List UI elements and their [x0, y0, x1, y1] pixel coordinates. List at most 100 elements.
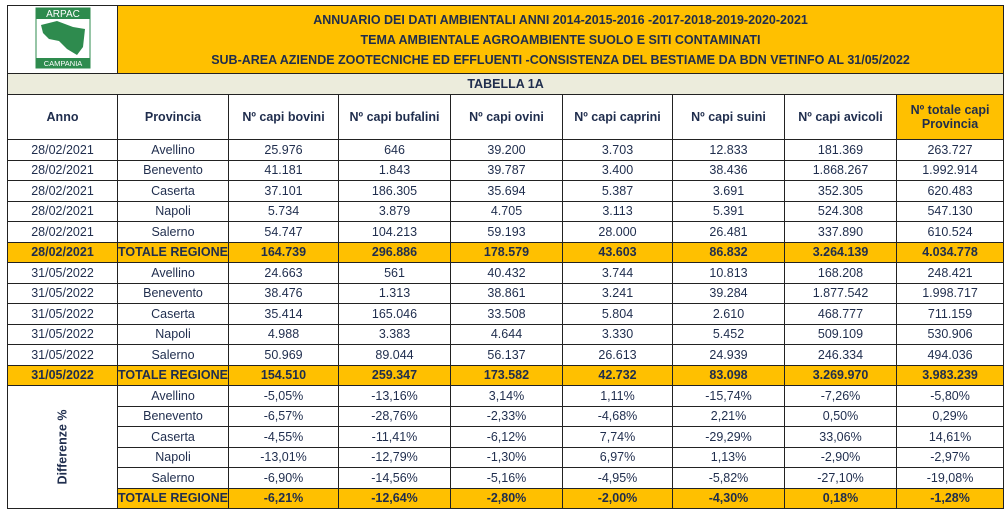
- table-cell: 296.886: [338, 241, 451, 263]
- table-cell: 164.739: [228, 241, 339, 263]
- table-cell: Salerno: [117, 344, 229, 366]
- table-cell: 89.044: [338, 344, 451, 366]
- table-cell: -5,80%: [895, 385, 1005, 407]
- table-cell: -28,76%: [338, 405, 451, 427]
- table-cell: 5.734: [228, 200, 339, 222]
- table-cell: 352.305: [784, 180, 897, 202]
- table-cell: 1.998.717: [895, 282, 1005, 304]
- table-cell: 610.524: [895, 221, 1005, 243]
- table-cell: 31/05/2022: [7, 344, 118, 366]
- table-cell: 263.727: [895, 139, 1005, 161]
- table-row: 28/02/2021 TOTALE REGIONE 164.739 296.886 17…: [7, 241, 1005, 263]
- table-cell: -13,16%: [338, 385, 451, 407]
- table-cell: 41.181: [228, 159, 339, 181]
- table-cell: -1,28%: [895, 487, 1005, 509]
- table-cell: 154.510: [228, 364, 339, 386]
- table-cell: Avellino: [117, 385, 229, 407]
- diff-label: Differenze %: [55, 409, 70, 485]
- table-cell: 1.843: [338, 159, 451, 181]
- table-cell: 12.833: [672, 139, 785, 161]
- column-header: Nº capi suini: [672, 94, 785, 140]
- arpac-logo: ARPAC CAMPANIA: [7, 5, 118, 74]
- table-cell: -6,90%: [228, 467, 339, 489]
- table-cell: 33.508: [450, 303, 563, 325]
- table-cell: Avellino: [117, 139, 229, 161]
- table-cell: -4,68%: [562, 405, 673, 427]
- table-cell: -7,26%: [784, 385, 897, 407]
- table-cell: 620.483: [895, 180, 1005, 202]
- table-cell: 711.159: [895, 303, 1005, 325]
- table-cell: 43.603: [562, 241, 673, 263]
- table-cell: -1,30%: [450, 446, 563, 468]
- table-cell: 524.308: [784, 200, 897, 222]
- table-cell: 83.098: [672, 364, 785, 386]
- campania-map-icon: ARPAC CAMPANIA: [35, 7, 90, 69]
- table-row: 31/05/2022 Benevento 38.476 1.313 38.861 3.24…: [7, 282, 1005, 304]
- table-cell: 1.868.267: [784, 159, 897, 181]
- table-cell: 28/02/2021: [7, 221, 118, 243]
- diff-row: Benevento -6,57% -28,76% -2,33% -4,68% 2,21% 0…: [8, 405, 1005, 427]
- diff-row: Differenze % Avellino -5,05% -13,16% 3,14% 1,…: [7, 385, 1005, 509]
- table-cell: -2,90%: [784, 446, 897, 468]
- table-cell: 31/05/2022: [7, 364, 118, 386]
- table-cell: 35.414: [228, 303, 339, 325]
- table-cell: 28/02/2021: [7, 139, 118, 161]
- table-row: 28/02/2021 Napoli 5.734 3.879 4.705 3.113 5.39…: [7, 200, 1005, 222]
- table-cell: 468.777: [784, 303, 897, 325]
- table-row: 28/02/2021 Avellino 25.976 646 39.200 3.703 12…: [7, 139, 1005, 161]
- table-cell: -5,82%: [672, 467, 785, 489]
- table-cell: Napoli: [117, 200, 229, 222]
- table-cell: Salerno: [117, 221, 229, 243]
- table-cell: 26.481: [672, 221, 785, 243]
- diff-label-cell: Differenze %: [7, 385, 118, 509]
- table-cell: 14,61%: [895, 426, 1005, 448]
- table-cell: 186.305: [338, 180, 451, 202]
- column-header: Nº capi bufalini: [338, 94, 451, 140]
- table-cell: 24.939: [672, 344, 785, 366]
- title-line-2: TEMA AMBIENTALE AGROAMBIENTE SUOLO E SIT…: [360, 32, 761, 47]
- table-cell: 25.976: [228, 139, 339, 161]
- report-title: ANNUARIO DEI DATI AMBIENTALI ANNI 2014-2…: [116, 5, 1005, 74]
- data-sheet: ARPAC CAMPANIA ANNUARIO DEI DATI AMBIENT…: [6, 5, 1005, 509]
- table-cell: 0,18%: [784, 487, 897, 509]
- table-cell: 4.988: [228, 323, 339, 345]
- table-cell: -6,21%: [228, 487, 339, 509]
- table-cell: -27,10%: [784, 467, 897, 489]
- table-row: 31/05/2022 Caserta 35.414 165.046 33.508 5.80…: [7, 303, 1005, 325]
- table-cell: 547.130: [895, 200, 1005, 222]
- table-cell: 28.000: [562, 221, 673, 243]
- table-cell: 165.046: [338, 303, 451, 325]
- table-cell: 178.579: [450, 241, 563, 263]
- table-cell: 3.879: [338, 200, 451, 222]
- svg-text:CAMPANIA: CAMPANIA: [43, 59, 82, 68]
- table-cell: 0,50%: [784, 405, 897, 427]
- column-header: Nº capi bovini: [228, 94, 339, 140]
- table-cell: Caserta: [117, 180, 229, 202]
- table-cell: -2,33%: [450, 405, 563, 427]
- svg-text:ARPAC: ARPAC: [46, 9, 80, 20]
- table-cell: Napoli: [117, 323, 229, 345]
- table-cell: 509.109: [784, 323, 897, 345]
- table-cell: Avellino: [117, 262, 229, 284]
- table-cell: 1,13%: [672, 446, 785, 468]
- table-cell: 37.101: [228, 180, 339, 202]
- table-cell: 168.208: [784, 262, 897, 284]
- table-cell: 4.705: [450, 200, 563, 222]
- table-cell: 3.383: [338, 323, 451, 345]
- table-cell: 5.391: [672, 200, 785, 222]
- table-cell: Benevento: [117, 282, 229, 304]
- table-cell: 181.369: [784, 139, 897, 161]
- table-cell: 38.476: [228, 282, 339, 304]
- table-cell: 33,06%: [784, 426, 897, 448]
- table-cell: 56.137: [450, 344, 563, 366]
- table-cell: 6,97%: [562, 446, 673, 468]
- table-row: 28/02/2021 Caserta 37.101 186.305 35.694 5.38…: [7, 180, 1005, 202]
- table-cell: -11,41%: [338, 426, 451, 448]
- table-cell: Benevento: [117, 159, 229, 181]
- table-cell: 1.992.914: [895, 159, 1005, 181]
- table-cell: 31/05/2022: [7, 262, 118, 284]
- table-cell: 31/05/2022: [7, 282, 118, 304]
- table-cell: -2,00%: [562, 487, 673, 509]
- table-cell: 5.452: [672, 323, 785, 345]
- table-cell: 26.613: [562, 344, 673, 366]
